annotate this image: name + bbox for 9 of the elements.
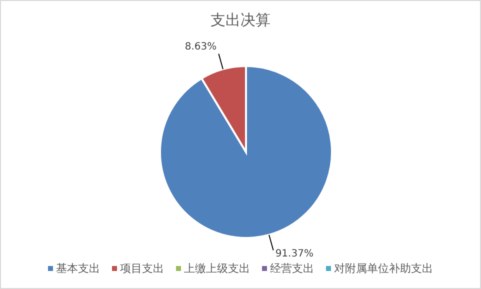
chart-title: 支出决算 xyxy=(210,11,272,30)
legend-label: 上缴上级支出 xyxy=(184,261,250,276)
legend-label: 经营支出 xyxy=(270,261,314,276)
data-label: 8.63% xyxy=(184,42,217,53)
legend-label: 项目支出 xyxy=(120,261,164,276)
legend-label: 基本支出 xyxy=(56,261,100,276)
legend-label: 对附属单位补助支出 xyxy=(334,261,433,276)
data-label: 91.37% xyxy=(275,248,314,260)
pie-slice xyxy=(159,65,333,239)
